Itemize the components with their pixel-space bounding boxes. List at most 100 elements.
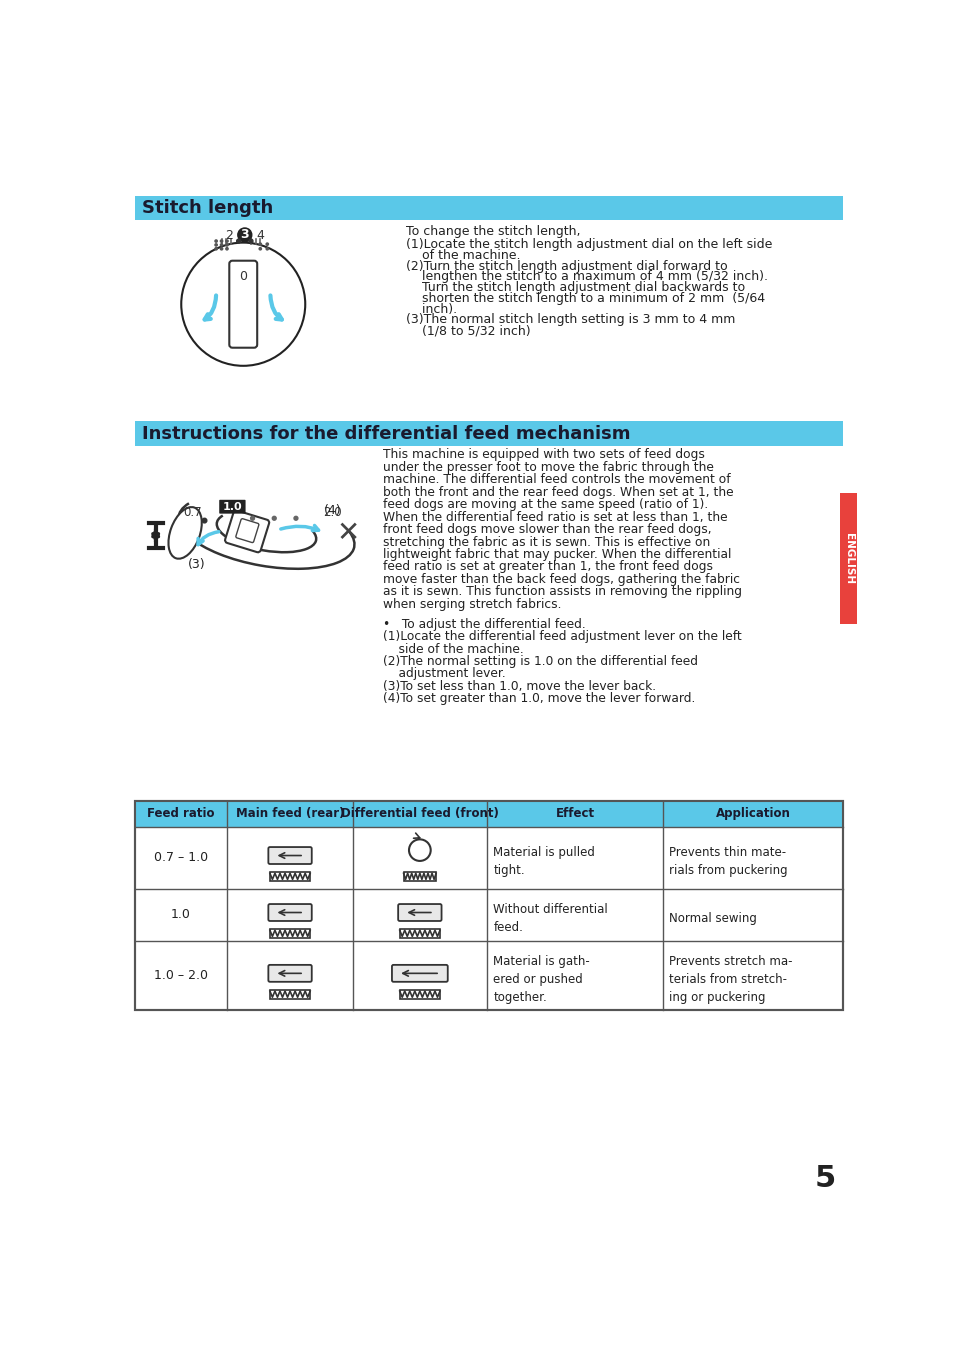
Circle shape: [214, 248, 217, 249]
Bar: [270, 872, 310, 882]
Circle shape: [226, 248, 228, 249]
Text: (4): (4): [323, 504, 341, 518]
Text: 4: 4: [256, 229, 264, 243]
Text: (1/8 to 5/32 inch): (1/8 to 5/32 inch): [406, 325, 530, 337]
Text: inch).: inch).: [406, 303, 456, 315]
Text: (3)To set less than 1.0, move the lever back.: (3)To set less than 1.0, move the lever …: [382, 679, 656, 693]
Text: 0.7: 0.7: [183, 506, 202, 519]
Bar: [134, 801, 842, 1010]
Text: Material is pulled
tight.: Material is pulled tight.: [493, 847, 595, 878]
Text: side of the machine.: side of the machine.: [382, 643, 523, 655]
FancyBboxPatch shape: [268, 905, 312, 921]
Text: (2)The normal setting is 1.0 on the differential feed: (2)The normal setting is 1.0 on the diff…: [382, 655, 697, 669]
Bar: [399, 929, 439, 938]
Text: Effect: Effect: [555, 807, 594, 821]
FancyBboxPatch shape: [268, 965, 312, 981]
Bar: [134, 197, 842, 220]
Text: Feed ratio: Feed ratio: [147, 807, 214, 821]
Text: Turn the stitch length adjustment dial backwards to: Turn the stitch length adjustment dial b…: [406, 282, 744, 294]
Text: both the front and the rear feed dogs. When set at 1, the: both the front and the rear feed dogs. W…: [382, 485, 733, 499]
Circle shape: [236, 239, 240, 243]
Text: Differential feed (front): Differential feed (front): [340, 807, 498, 821]
Circle shape: [251, 516, 254, 520]
Text: 1.0 – 2.0: 1.0 – 2.0: [154, 969, 208, 983]
Text: To change the stitch length,: To change the stitch length,: [406, 225, 579, 237]
Text: stretching the fabric as it is sewn. This is effective on: stretching the fabric as it is sewn. Thi…: [382, 535, 709, 549]
Text: ENGLISH: ENGLISH: [842, 532, 853, 584]
Bar: [270, 929, 310, 938]
Text: under the presser foot to move the fabric through the: under the presser foot to move the fabri…: [382, 461, 713, 473]
Text: adjustment lever.: adjustment lever.: [382, 667, 505, 681]
Circle shape: [214, 240, 217, 243]
Text: machine. The differential feed controls the movement of: machine. The differential feed controls …: [382, 473, 730, 487]
Circle shape: [220, 244, 222, 247]
Text: (3): (3): [188, 558, 205, 572]
Text: ✕: ✕: [335, 519, 359, 547]
Circle shape: [294, 516, 297, 520]
Circle shape: [266, 243, 268, 245]
Text: •   To adjust the differential feed.: • To adjust the differential feed.: [382, 617, 585, 631]
Text: lightweight fabric that may pucker. When the differential: lightweight fabric that may pucker. When…: [382, 549, 730, 561]
Text: Instructions for the differential feed mechanism: Instructions for the differential feed m…: [142, 425, 630, 442]
Text: (3)The normal stitch length setting is 3 mm to 4 mm: (3)The normal stitch length setting is 3…: [406, 314, 735, 326]
FancyBboxPatch shape: [268, 847, 312, 864]
Circle shape: [226, 240, 228, 243]
Text: 5: 5: [814, 1163, 835, 1193]
Text: shorten the stitch length to a minimum of 2 mm  (5/64: shorten the stitch length to a minimum o…: [406, 293, 764, 305]
Bar: [840, 493, 856, 624]
Circle shape: [214, 244, 217, 247]
Text: Prevents stretch ma-
terials from stretch-
ing or puckering: Prevents stretch ma- terials from stretc…: [669, 954, 792, 1004]
Text: Main feed (rear): Main feed (rear): [235, 807, 344, 821]
Text: This machine is equipped with two sets of feed dogs: This machine is equipped with two sets o…: [382, 448, 704, 461]
Circle shape: [259, 248, 261, 249]
FancyBboxPatch shape: [392, 965, 447, 981]
Text: (1)Locate the stitch length adjustment dial on the left side: (1)Locate the stitch length adjustment d…: [406, 239, 772, 251]
Text: of the machine.: of the machine.: [406, 249, 520, 262]
FancyBboxPatch shape: [397, 905, 441, 921]
Bar: [399, 989, 439, 999]
Text: Prevents thin mate-
rials from puckering: Prevents thin mate- rials from puckering: [669, 847, 787, 878]
Text: 1.0: 1.0: [222, 503, 242, 512]
FancyBboxPatch shape: [229, 260, 257, 348]
Text: 0: 0: [239, 270, 247, 283]
Text: feed ratio is set at greater than 1, the front feed dogs: feed ratio is set at greater than 1, the…: [382, 561, 712, 573]
Text: When the differential feed ratio is set at less than 1, the: When the differential feed ratio is set …: [382, 511, 726, 523]
Text: Application: Application: [715, 807, 790, 821]
FancyBboxPatch shape: [235, 519, 258, 543]
Circle shape: [237, 228, 252, 241]
Text: Material is gath-
ered or pushed
together.: Material is gath- ered or pushed togethe…: [493, 954, 589, 1004]
Text: when serging stretch fabrics.: when serging stretch fabrics.: [382, 599, 560, 611]
Text: 2: 2: [225, 229, 233, 243]
Circle shape: [259, 243, 261, 245]
Bar: [134, 801, 842, 828]
Bar: [134, 801, 842, 1010]
Text: 3: 3: [240, 228, 249, 241]
Text: (4)To set greater than 1.0, move the lever forward.: (4)To set greater than 1.0, move the lev…: [382, 693, 695, 705]
Text: 1.0: 1.0: [171, 909, 191, 921]
Text: lengthen the stitch to a maximum of 4 mm (5/32 inch).: lengthen the stitch to a maximum of 4 mm…: [406, 271, 767, 283]
Circle shape: [181, 243, 305, 365]
Text: Stitch length: Stitch length: [142, 200, 274, 217]
Text: feed dogs are moving at the same speed (ratio of 1).: feed dogs are moving at the same speed (…: [382, 499, 707, 511]
Text: (2)Turn the stitch length adjustment dial forward to: (2)Turn the stitch length adjustment dia…: [406, 260, 727, 272]
Text: 0.7 – 1.0: 0.7 – 1.0: [153, 852, 208, 864]
Bar: [134, 421, 842, 446]
Text: 2.0: 2.0: [323, 506, 341, 519]
Bar: [403, 872, 436, 882]
Circle shape: [202, 518, 207, 523]
Text: Normal sewing: Normal sewing: [669, 913, 757, 925]
Circle shape: [226, 244, 228, 247]
Circle shape: [266, 248, 268, 249]
Text: (1)Locate the differential feed adjustment lever on the left: (1)Locate the differential feed adjustme…: [382, 630, 740, 643]
Circle shape: [249, 239, 253, 243]
Text: Without differential
feed.: Without differential feed.: [493, 903, 607, 934]
Ellipse shape: [169, 507, 202, 558]
Circle shape: [220, 240, 222, 243]
Bar: [270, 989, 310, 999]
FancyBboxPatch shape: [219, 500, 245, 514]
Text: as it is sewn. This function assists in removing the rippling: as it is sewn. This function assists in …: [382, 585, 741, 599]
FancyBboxPatch shape: [225, 511, 269, 553]
Circle shape: [220, 248, 222, 249]
Circle shape: [272, 516, 276, 520]
Text: move faster than the back feed dogs, gathering the fabric: move faster than the back feed dogs, gat…: [382, 573, 739, 586]
